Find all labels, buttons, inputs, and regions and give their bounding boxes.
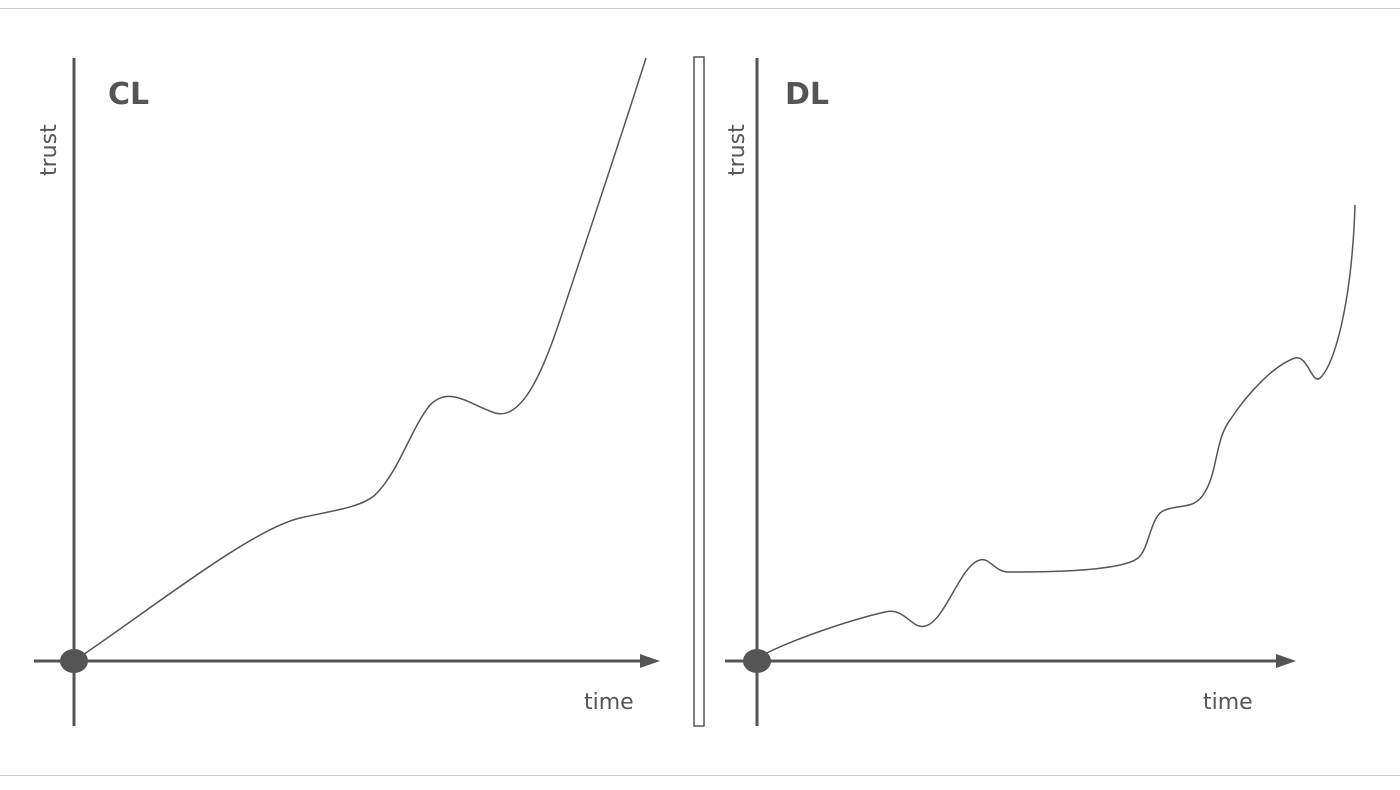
dl-x-axis-arrowhead <box>1276 654 1296 668</box>
cl-y-axis-label: trust <box>37 124 62 176</box>
dl-x-axis-label: time <box>1203 690 1253 715</box>
panel-cl: CL trust time <box>34 57 660 726</box>
cl-origin-dot <box>60 649 88 673</box>
cl-panel-title: CL <box>108 77 149 112</box>
panel-divider <box>693 56 705 727</box>
top-rule <box>0 8 1400 9</box>
dl-y-axis-label: trust <box>725 124 750 176</box>
cl-trust-curve <box>73 57 647 662</box>
cl-x-axis-label: time <box>584 690 634 715</box>
bottom-rule <box>0 775 1400 776</box>
dl-origin-dot <box>743 649 771 673</box>
panel-dl: DL trust time <box>725 58 1356 726</box>
dl-trust-curve <box>756 204 1356 659</box>
cl-x-axis-arrowhead <box>640 654 660 668</box>
dl-panel-title: DL <box>785 77 829 112</box>
